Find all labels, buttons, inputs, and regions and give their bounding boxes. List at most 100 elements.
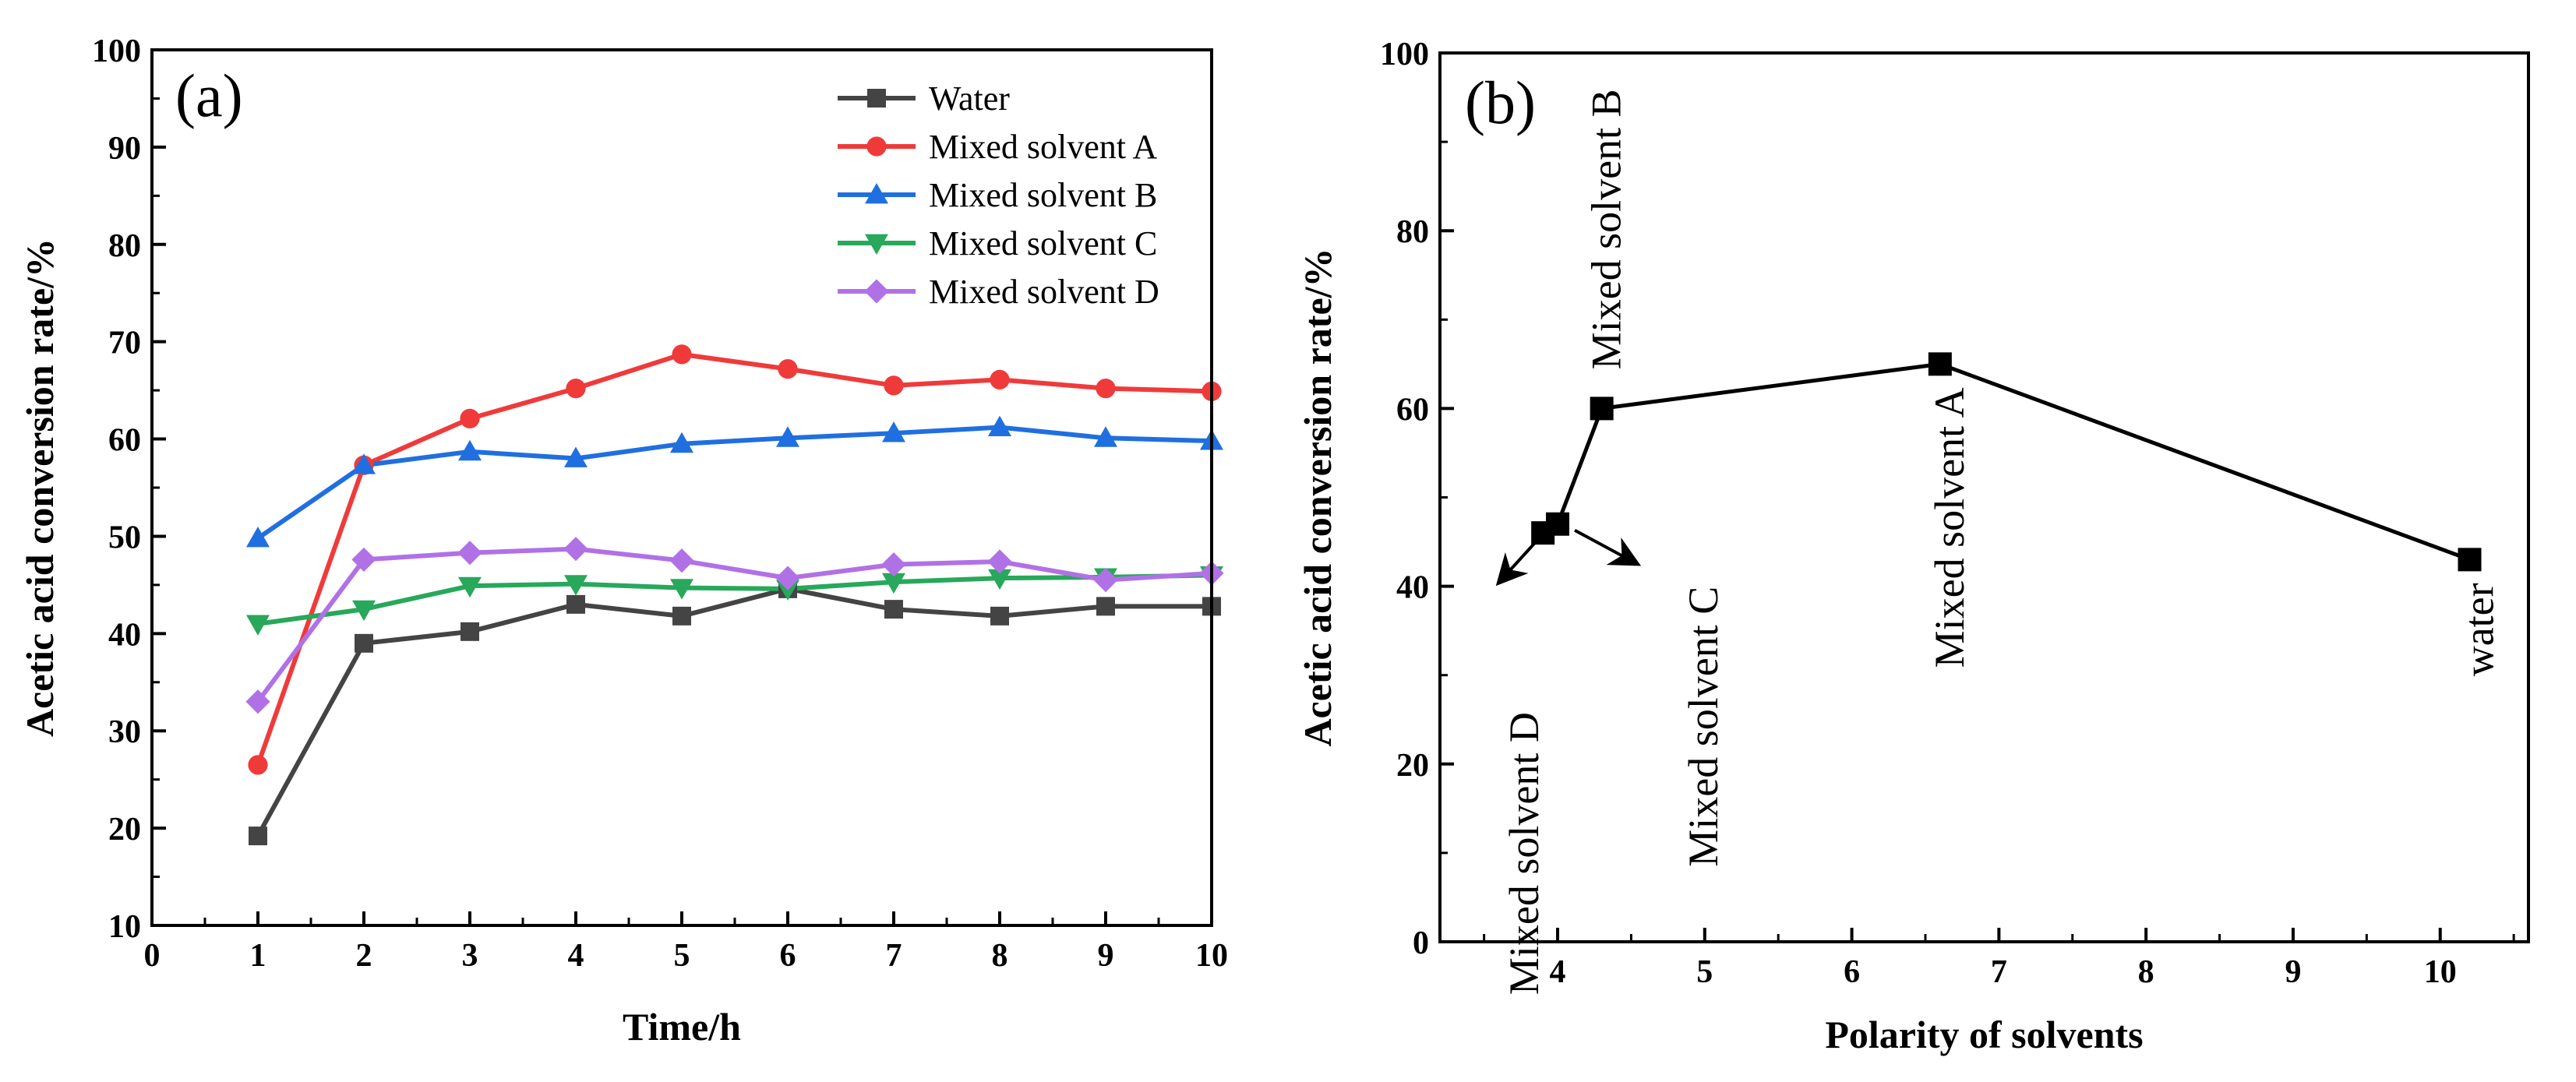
data-point-mixed-solvent-c [882, 573, 905, 594]
data-point-water [249, 826, 267, 846]
data-point-mixed-solvent-b [1590, 396, 1614, 421]
chart-b-x-tick-label: 6 [1844, 954, 1860, 990]
data-point-mixed-solvent-d [351, 547, 376, 573]
series-line-polarity [1541, 361, 2471, 562]
arrow-mixed-solvent-d [1495, 537, 1540, 587]
chart-b-y-tick-label: 0 [1413, 925, 1429, 961]
data-point-water [461, 622, 479, 641]
chart-a-x-tick-label: 8 [992, 938, 1008, 974]
data-point-mixed-solvent-c [564, 575, 588, 596]
data-point-mixed-solvent-a [1928, 352, 1952, 376]
chart-a-y-tick-label: 100 [92, 33, 141, 69]
data-point-mixed-solvent-b [1094, 426, 1117, 447]
data-point-mixed-solvent-a [884, 375, 904, 396]
data-point-mixed-solvent-c [670, 579, 693, 600]
legend-label-mixed-solvent-d: Mixed solvent D [929, 273, 1159, 311]
data-point-water [355, 633, 373, 653]
chart-a-x-tick-label: 0 [144, 938, 161, 974]
chart-b-x-tick-label: 4 [1550, 954, 1566, 990]
legend-marker-mixed-solvent-c [865, 234, 888, 255]
chart-b-panel-label: (b) [1465, 69, 1536, 136]
data-point-mixed-solvent-b [988, 415, 1011, 436]
data-point-mixed-solvent-d [1093, 568, 1118, 593]
data-point-mixed-solvent-d [457, 541, 482, 566]
data-point-mixed-solvent-b [670, 432, 693, 453]
chart-a-y-tick-label: 70 [108, 326, 141, 361]
data-point-mixed-solvent-c [352, 600, 376, 622]
data-point-mixed-solvent-b [776, 426, 799, 447]
data-point-mixed-solvent-d [775, 566, 800, 590]
chart-b-annotations: Mixed solvent D Mixed solvent C Mixed solv… [1495, 89, 2502, 995]
data-point-mixed-solvent-d [881, 552, 906, 577]
data-point-mixed-solvent-a [990, 369, 1010, 389]
data-point-mixed-solvent-a [672, 344, 692, 365]
series-line-water [256, 586, 1212, 837]
data-point-mixed-solvent-b [564, 446, 588, 467]
chart-a-x-tick-label: 5 [674, 938, 690, 974]
data-point-mixed-solvent-a [566, 379, 586, 399]
data-point-mixed-solvent-d [987, 549, 1012, 574]
data-point-water [672, 606, 691, 626]
chart-b-frame [1438, 51, 2530, 943]
chart-b-y-tick-label: 20 [1396, 748, 1429, 784]
chart-a-x-tick-label: 4 [568, 938, 584, 974]
chart-b-y-tick-label: 80 [1396, 214, 1429, 250]
chart-a-ticks: 0 1 2 3 4 5 6 7 8 9 10 10 20 30 40 50 60 70 80 90 100 [92, 33, 1228, 974]
series-line-mixed-solvent-c [257, 573, 1212, 626]
chart-a-y-tick-label: 10 [108, 909, 141, 945]
chart-a-y-tick-label: 40 [108, 617, 141, 653]
data-point-water [884, 600, 903, 619]
series-line-mixed-solvent-b [256, 425, 1212, 541]
series-line-mixed-solvent-d [256, 546, 1212, 703]
chart-a-x-tick-label: 2 [356, 938, 372, 974]
arrow-mixed-solvent-c [1574, 528, 1642, 566]
chart-a-y-tick-label: 50 [108, 520, 141, 555]
data-point-mixed-solvent-d [245, 689, 270, 714]
chart-b-x-tick-label: 5 [1696, 954, 1713, 990]
chart-b-series [1531, 352, 2482, 572]
data-point-mixed-solvent-d [563, 537, 588, 562]
legend-marker-mixed-solvent-b [865, 183, 888, 204]
data-point-mixed-solvent-c [246, 615, 270, 636]
chart-a-x-tick-label: 9 [1098, 938, 1114, 974]
legend-label-water: Water [929, 79, 1010, 118]
annotation-mixed-solvent-d: Mixed solvent D [1501, 712, 1547, 995]
chart-b-x-tick-label: 8 [2138, 954, 2154, 990]
chart-a-x-tick-label: 3 [462, 938, 478, 974]
chart-a-legend: Water Mixed solvent A Mixed solvent B Mixed… [838, 79, 1159, 311]
chart-a-x-tick-label: 7 [886, 938, 902, 974]
data-point-mixed-solvent-b [246, 526, 270, 548]
chart-a: 0 1 2 3 4 5 6 7 8 9 10 10 20 30 40 50 60 70 80 90 100 (a) Ti… [18, 33, 1228, 1049]
data-point-mixed-solvent-a [1096, 379, 1116, 399]
chart-b-y-tick-label: 60 [1396, 392, 1429, 428]
annotation-mixed-solvent-a: Mixed solvent A [1926, 387, 1973, 668]
legend-label-mixed-solvent-b: Mixed solvent B [929, 176, 1157, 214]
chart-a-y-tick-label: 20 [108, 812, 141, 848]
legend-label-mixed-solvent-c: Mixed solvent C [929, 224, 1157, 263]
chart-a-frame [150, 48, 1213, 927]
annotation-water: water [2455, 583, 2502, 676]
chart-b-x-tick-label: 7 [1991, 954, 2007, 990]
chart-a-x-tick-label: 6 [780, 938, 796, 974]
chart-a-panel-label: (a) [175, 62, 243, 129]
chart-a-x-tick-label: 10 [1195, 938, 1228, 974]
data-point-water [2458, 548, 2482, 572]
chart-b-y-axis-title: Acetic acid conversion rate/% [1296, 248, 1339, 746]
chart-a-x-axis-title: Time/h [623, 1005, 741, 1049]
chart-a-y-tick-label: 80 [108, 228, 141, 264]
legend-label-mixed-solvent-a: Mixed solvent A [929, 128, 1158, 166]
data-point-mixed-solvent-c [988, 569, 1011, 590]
chart-b-x-tick-label: 10 [2424, 954, 2457, 990]
data-point-mixed-solvent-a [778, 359, 798, 379]
data-point-water [1096, 597, 1115, 616]
data-point-mixed-solvent-c [1546, 512, 1570, 536]
legend-marker-mixed-solvent-a [866, 136, 887, 157]
data-point-mixed-solvent-a [460, 408, 480, 428]
chart-a-y-tick-label: 60 [108, 423, 141, 459]
chart-a-series [245, 344, 1224, 846]
data-point-mixed-solvent-b [352, 453, 376, 474]
chart-a-y-axis-title: Acetic acid conversion rate/% [18, 238, 62, 737]
